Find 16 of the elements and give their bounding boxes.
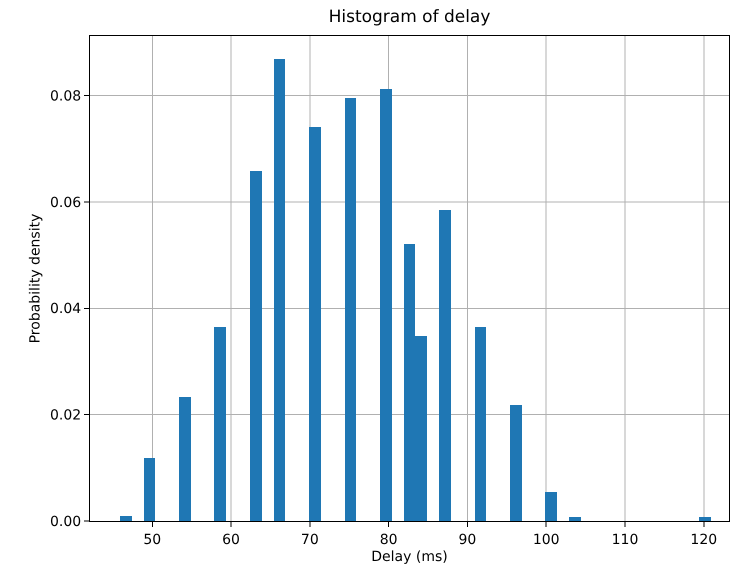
x-tick-label: 80 — [380, 532, 398, 548]
x-axis-title: Delay (ms) — [371, 549, 448, 566]
x-tick-label: 60 — [222, 532, 240, 548]
y-tick-label: 0.00 — [50, 514, 82, 530]
x-tick-label: 110 — [612, 532, 638, 548]
y-tick-label: 0.06 — [50, 194, 82, 211]
y-tick-label: 0.08 — [50, 88, 82, 104]
chart-title: Histogram of delay — [328, 6, 490, 27]
y-tick-label: 0.02 — [50, 408, 82, 424]
y-tick-label: 0.04 — [50, 301, 82, 318]
x-tick-label: 50 — [143, 532, 162, 548]
x-tick-label: 70 — [300, 532, 319, 548]
x-tick-label: 100 — [532, 532, 560, 548]
x-tick-label: 120 — [690, 532, 718, 548]
x-tick-label: 90 — [458, 532, 476, 548]
y-axis-title: Probability density — [28, 214, 44, 344]
